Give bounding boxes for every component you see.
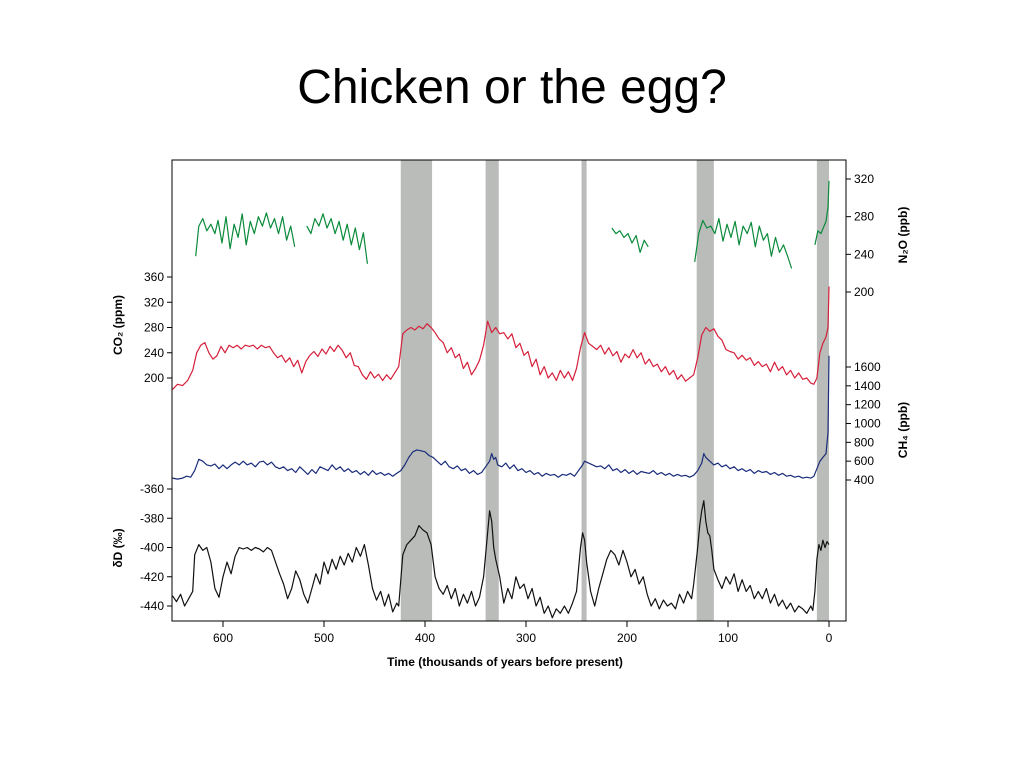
- n2o-tick-label-240: 240: [854, 247, 874, 261]
- glacial-termination-bands: [400, 160, 829, 621]
- dd-series-line-1: [172, 500, 830, 619]
- x-tick-label-400: 400: [415, 631, 435, 645]
- termination-band-4: [696, 160, 714, 621]
- ch4-tick-label-1000: 1000: [854, 417, 881, 431]
- dd-tick-label--400: -400: [140, 541, 164, 555]
- ch4-tick-label-1200: 1200: [854, 398, 881, 412]
- x-tick-label-200: 200: [617, 631, 637, 645]
- dd-tick-label--380: -380: [140, 511, 164, 525]
- n2o-axis-title: N₂O (ppb): [896, 207, 910, 264]
- x-tick-label-100: 100: [718, 631, 738, 645]
- co2-tick-label-360: 360: [144, 270, 164, 284]
- ch4-tick-label-400: 400: [854, 473, 874, 487]
- co2-tick-label-200: 200: [144, 371, 164, 385]
- dd-tick-label--360: -360: [140, 482, 164, 496]
- ch4-tick-label-800: 800: [854, 435, 874, 449]
- series-layer: [172, 180, 830, 619]
- termination-band-5: [816, 160, 829, 621]
- termination-band-2: [485, 160, 499, 621]
- n2o-tick-label-320: 320: [854, 172, 874, 186]
- dd-tick-label--420: -420: [140, 570, 164, 584]
- n2o-series-line-2: [306, 213, 368, 264]
- x-tick-label-300: 300: [516, 631, 536, 645]
- n2o-tick-label-200: 200: [854, 285, 874, 299]
- termination-band-1: [400, 160, 433, 621]
- ch4-tick-label-600: 600: [854, 454, 874, 468]
- x-axis-title: Time (thousands of years before present): [387, 655, 623, 669]
- co2-axis-title: CO₂ (ppm): [111, 295, 125, 355]
- co2-tick-label-240: 240: [144, 346, 164, 360]
- ch4-tick-label-1600: 1600: [854, 360, 881, 374]
- dd-axis-title: δD (‰): [111, 528, 125, 567]
- slide-title: Chicken or the egg?: [297, 61, 727, 114]
- ch4-tick-label-1400: 1400: [854, 379, 881, 393]
- n2o-tick-label-280: 280: [854, 210, 874, 224]
- dd-tick-label--440: -440: [140, 599, 164, 613]
- n2o-series-line-5: [814, 180, 830, 246]
- n2o-series-line-1: [195, 212, 296, 257]
- co2-series-line-1: [172, 286, 830, 390]
- co2-tick-label-320: 320: [144, 295, 164, 309]
- x-tick-label-0: 0: [826, 631, 833, 645]
- n2o-series-line-4: [694, 218, 793, 269]
- n2o-series-line-3: [611, 227, 649, 253]
- co2-tick-label-280: 280: [144, 321, 164, 335]
- x-tick-label-600: 600: [213, 631, 233, 645]
- termination-band-3: [581, 160, 587, 621]
- x-tick-label-500: 500: [314, 631, 334, 645]
- ch4-series-line-1: [172, 355, 830, 480]
- ch4-axis-title: CH₄ (ppb): [896, 402, 910, 458]
